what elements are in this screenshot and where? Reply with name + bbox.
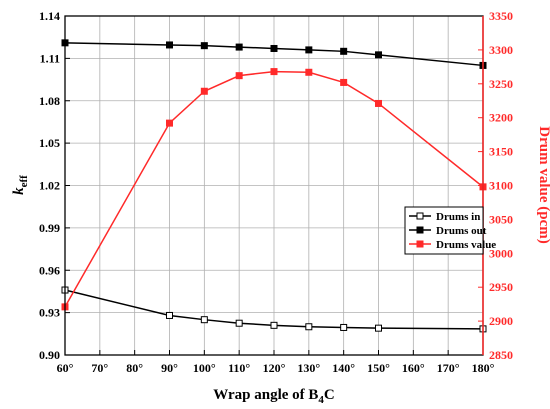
x-tick-label: 90° (161, 361, 178, 375)
legend-label-drums-value: Drums value (436, 239, 496, 251)
y-right-tick-label: 2950 (489, 280, 513, 294)
y-right-tick-label: 3250 (489, 77, 513, 91)
data-point-drums-out (340, 47, 348, 55)
data-point-drums-out (270, 44, 278, 52)
x-tick-label: 170° (437, 361, 460, 375)
y-right-axis-title: Drum value (pcm) (536, 126, 550, 243)
y-left-tick-label: 1.08 (39, 94, 60, 108)
data-point-drums-in (200, 316, 208, 324)
legend-label-drums-out: Drums out (436, 225, 487, 237)
y-right-tick-label: 3300 (489, 43, 513, 57)
data-point-drums-in (375, 324, 382, 332)
grid (64, 15, 484, 356)
x-tick-label: 110° (228, 361, 250, 375)
data-point-drums-out (305, 46, 313, 54)
data-point-drums-in (305, 323, 313, 331)
data-point-drums-value (235, 72, 243, 80)
x-tick-label: 120° (263, 361, 286, 375)
x-tick-label: 100° (193, 361, 216, 375)
y-left-tick-label: 0.96 (39, 263, 60, 277)
y-left-tick-label: 0.99 (39, 221, 60, 235)
y-right-tick-label: 3000 (489, 246, 513, 260)
data-point-drums-out (200, 42, 208, 50)
data-point-drums-in (166, 311, 173, 319)
x-tick-label: 140° (332, 361, 355, 375)
x-tick-label: 70° (91, 361, 108, 375)
y-left-tick-label: 0.90 (39, 348, 60, 362)
y-right-tick-label: 3150 (489, 145, 513, 159)
data-point-drums-out (375, 51, 382, 59)
data-point-drums-out (166, 41, 173, 49)
axis-ticks: 60° 70° 80° 90° 100° 110° 120° 130° 140° 150° 160°… (39, 9, 513, 375)
legend-items: Drums in Drums out Drums value (409, 211, 496, 251)
legend: Drums in Drums out Drums value (404, 206, 496, 255)
legend-label-drums-in: Drums in (436, 211, 480, 223)
data-point-drums-in (235, 319, 243, 327)
data-point-drums-value (305, 68, 313, 76)
x-tick-label: 150° (367, 361, 390, 375)
x-tick-label: 80° (126, 361, 143, 375)
legend-marker-drums-out (416, 226, 424, 234)
x-tick-label: 130° (297, 361, 320, 375)
x-axis-title: Wrap angle of B4C (213, 387, 335, 406)
y-right-tick-label: 3200 (489, 111, 513, 125)
y-left-tick-label: 1.02 (39, 179, 60, 193)
data-point-drums-value (200, 87, 208, 95)
y-right-tick-label: 3100 (489, 179, 513, 193)
data-point-drums-in (270, 321, 278, 329)
y-left-tick-label: 1.11 (40, 51, 60, 65)
y-right-tick-label: 3350 (489, 9, 513, 23)
data-point-drums-value (340, 78, 348, 86)
y-left-tick-label: 1.14 (39, 9, 60, 23)
y-left-axis-title: keff (11, 175, 30, 195)
x-tick-label: 160° (402, 361, 425, 375)
y-right-tick-label: 2900 (489, 314, 513, 328)
data-point-drums-in (340, 323, 348, 331)
y-right-tick-label: 3050 (489, 212, 513, 226)
y-right-tick-label: 2850 (489, 348, 513, 362)
x-tick-label: 60° (57, 361, 74, 375)
data-point-drums-value (166, 119, 173, 127)
y-left-tick-label: 0.93 (39, 306, 60, 320)
legend-marker-drums-value (416, 240, 424, 248)
x-tick-label: 180° (472, 361, 495, 375)
y-left-tick-label: 1.05 (39, 136, 60, 150)
data-point-drums-out (235, 43, 243, 51)
data-point-drums-value (270, 68, 278, 76)
legend-marker-drums-in (416, 212, 424, 220)
data-point-drums-value (375, 99, 382, 107)
